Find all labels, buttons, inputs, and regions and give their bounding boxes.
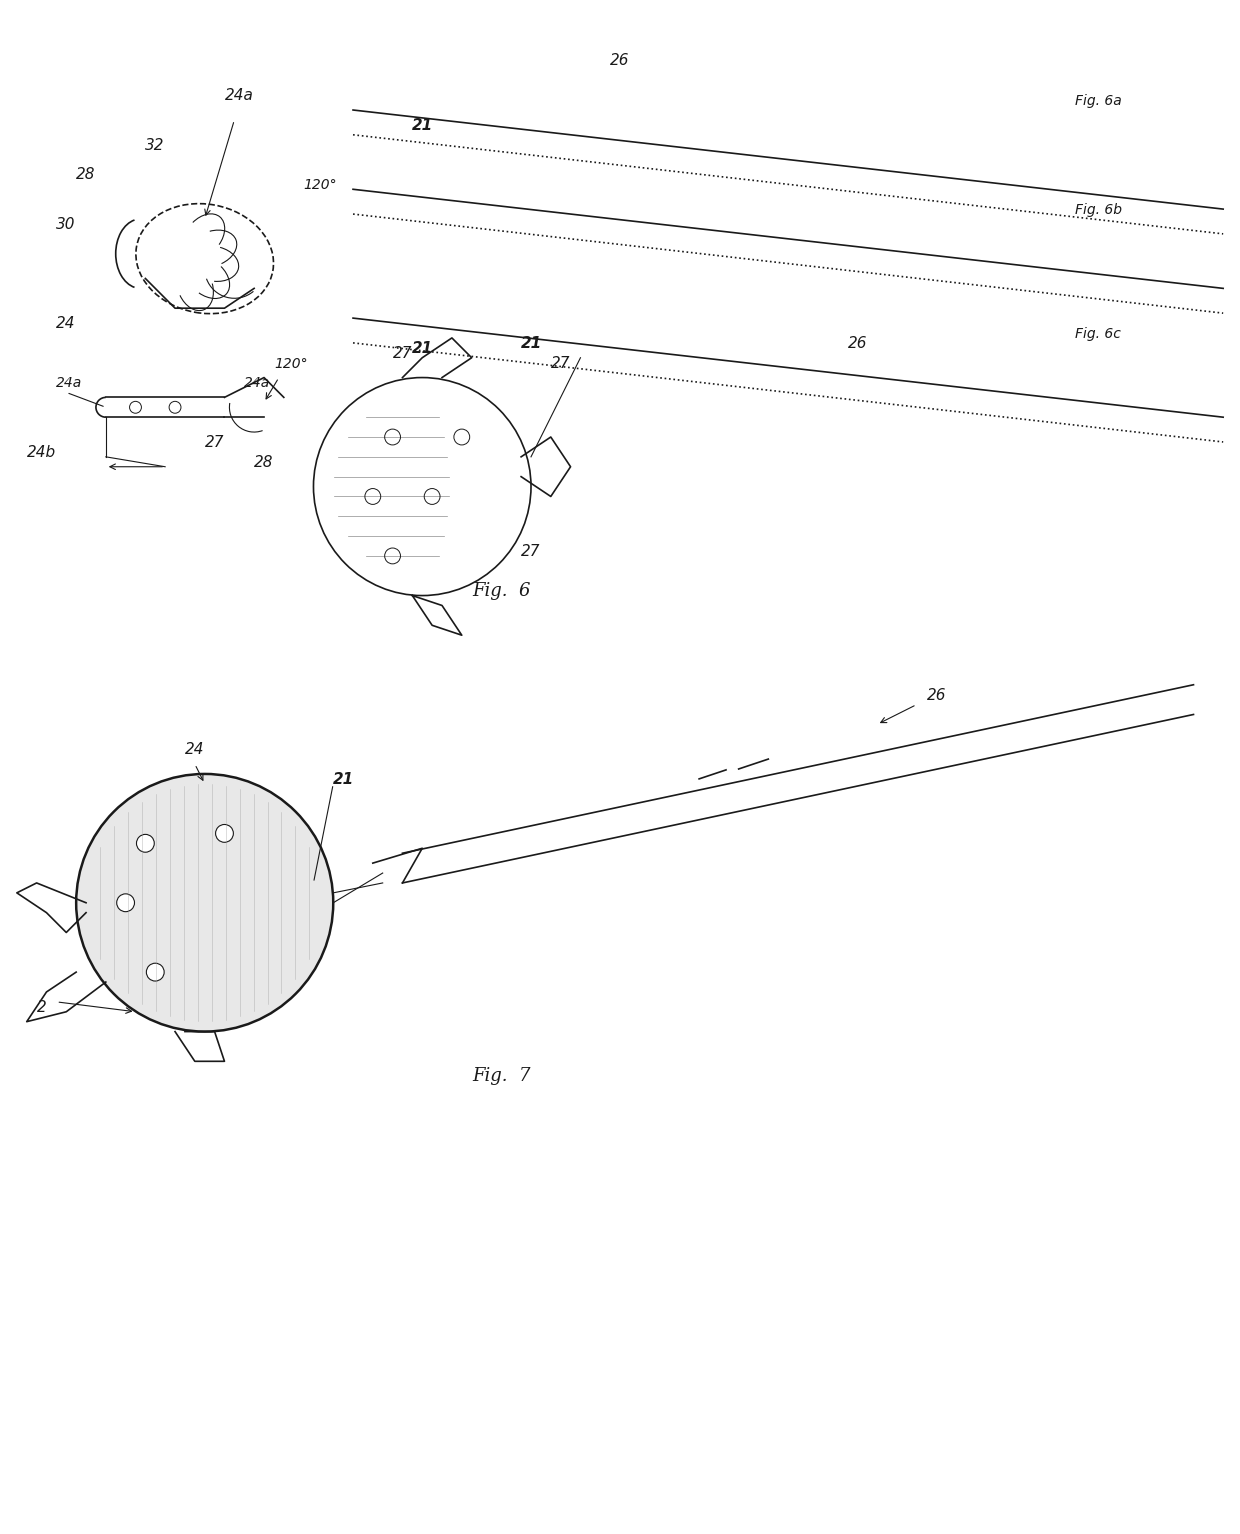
Text: 27: 27 bbox=[205, 436, 224, 449]
Text: 26: 26 bbox=[848, 336, 867, 351]
Text: 24a: 24a bbox=[224, 87, 253, 103]
Text: 24b: 24b bbox=[27, 445, 56, 460]
Text: 27: 27 bbox=[393, 345, 412, 360]
Text: 21: 21 bbox=[412, 341, 433, 356]
Circle shape bbox=[216, 824, 233, 842]
Text: 27: 27 bbox=[551, 356, 570, 371]
Text: 30: 30 bbox=[56, 216, 76, 232]
Text: Fig.  6: Fig. 6 bbox=[472, 581, 531, 600]
Text: Fig. 6b: Fig. 6b bbox=[1075, 202, 1122, 216]
Circle shape bbox=[146, 963, 164, 982]
Text: 26: 26 bbox=[610, 54, 630, 69]
Circle shape bbox=[117, 894, 134, 911]
Text: Fig. 6c: Fig. 6c bbox=[1075, 327, 1121, 341]
Text: 24: 24 bbox=[56, 316, 76, 331]
Text: Fig. 6a: Fig. 6a bbox=[1075, 94, 1122, 107]
Text: 26: 26 bbox=[926, 687, 946, 703]
Text: 32: 32 bbox=[145, 138, 165, 153]
Text: 24a: 24a bbox=[56, 376, 83, 391]
Text: 27: 27 bbox=[521, 545, 541, 558]
Text: 28: 28 bbox=[76, 167, 95, 183]
Text: 2: 2 bbox=[37, 1000, 46, 1016]
Text: 21: 21 bbox=[412, 118, 433, 133]
Circle shape bbox=[136, 834, 154, 853]
Text: 21: 21 bbox=[521, 336, 542, 351]
Circle shape bbox=[76, 775, 334, 1031]
Text: Fig.  7: Fig. 7 bbox=[472, 1068, 531, 1085]
Text: 120°: 120° bbox=[304, 178, 337, 192]
Text: 24a: 24a bbox=[244, 376, 270, 391]
Text: 28: 28 bbox=[254, 454, 274, 469]
Text: 24: 24 bbox=[185, 742, 205, 758]
Text: 120°: 120° bbox=[274, 356, 308, 371]
Text: 21: 21 bbox=[334, 772, 355, 787]
